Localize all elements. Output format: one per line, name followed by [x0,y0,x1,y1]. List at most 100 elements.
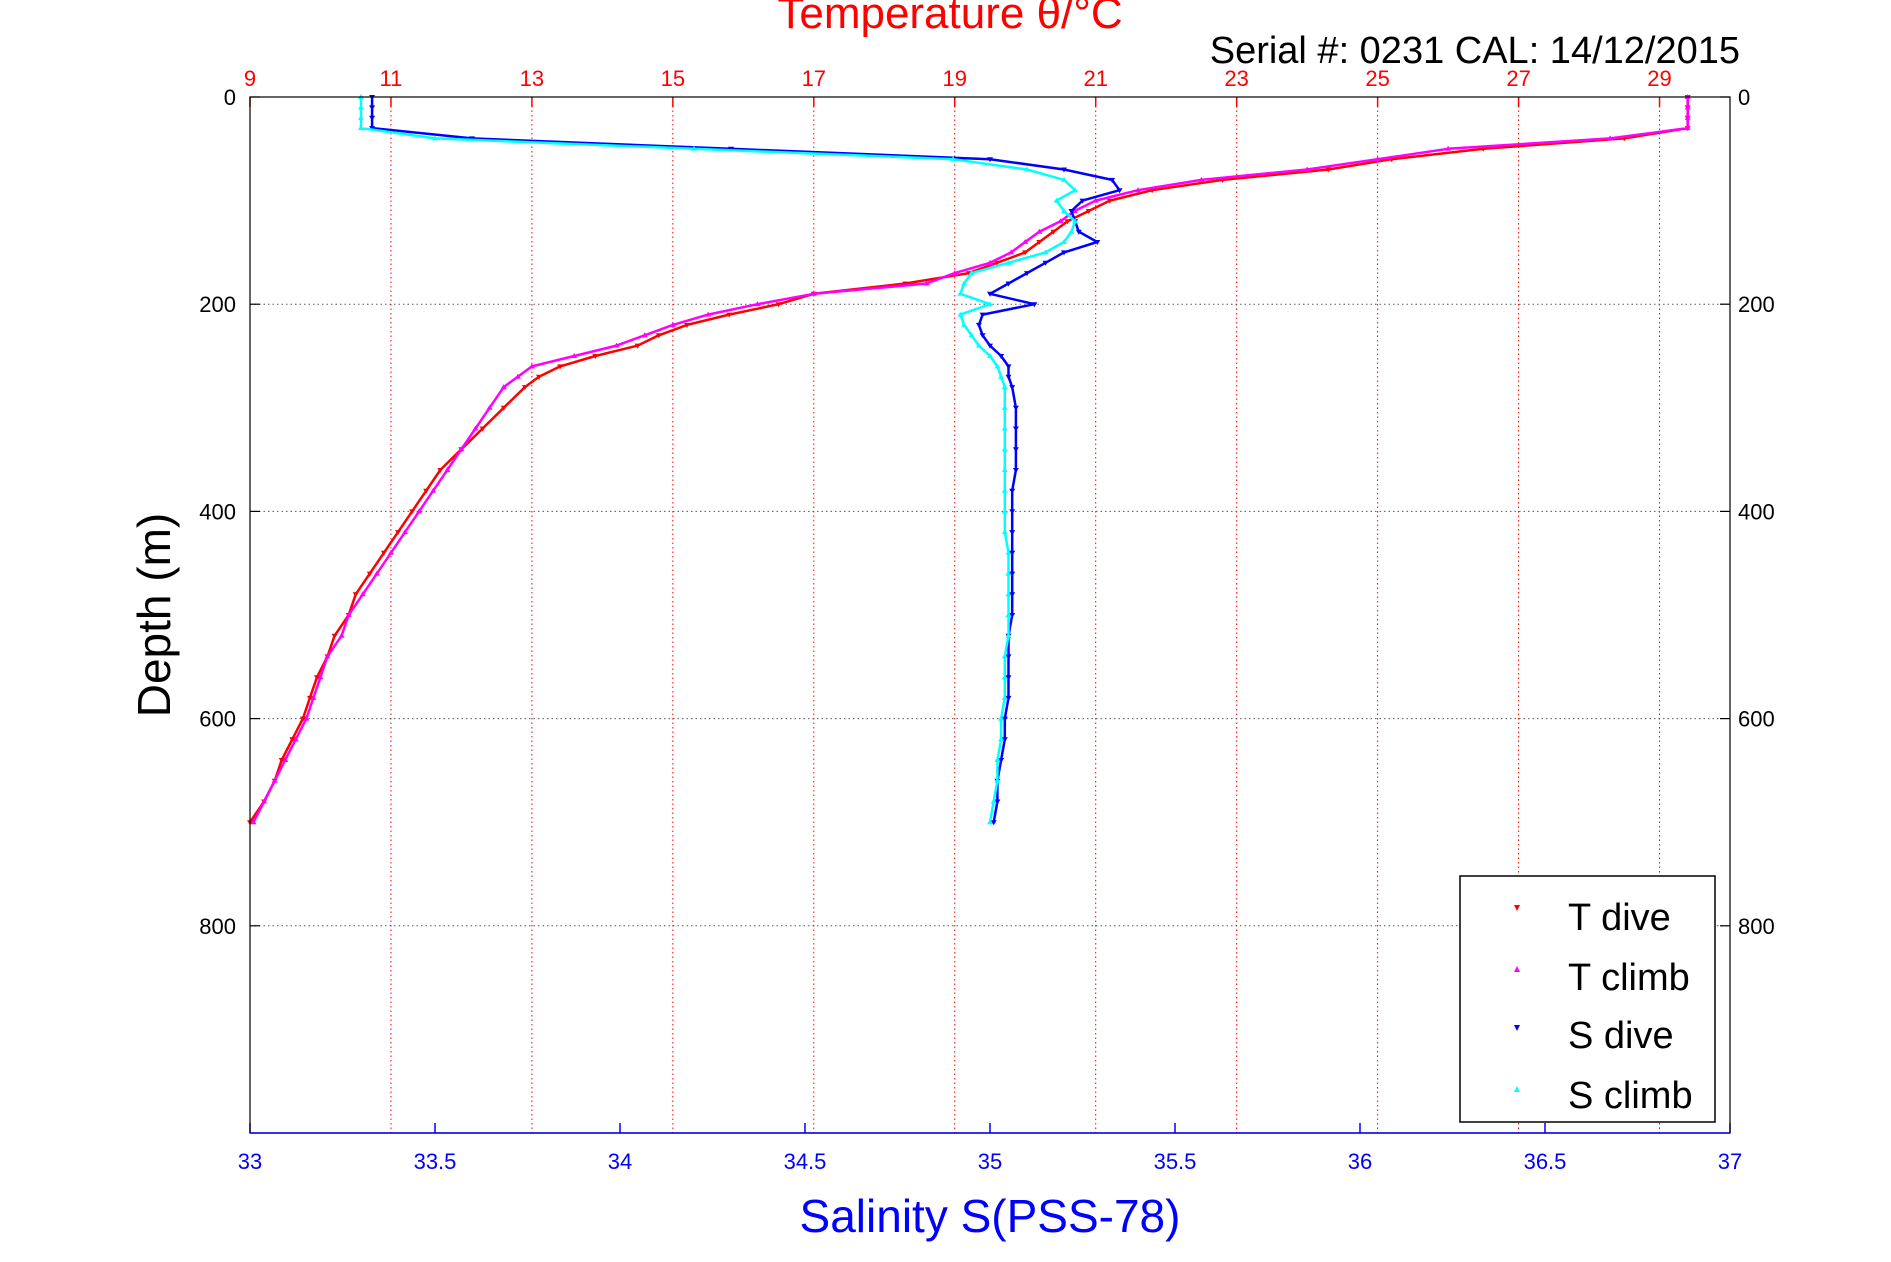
data-point [1325,167,1332,173]
data-point [1001,694,1008,700]
temperature-tick-label: 9 [244,66,256,91]
series-trace [252,97,1689,823]
data-point [987,353,993,358]
data-point [1001,404,1008,410]
data-point [1001,674,1008,680]
data-point [994,363,1001,369]
temperature-tick-label: 23 [1224,66,1248,91]
temperature-tick-label: 11 [380,66,403,91]
depth-tick-label-right: 400 [1738,499,1775,524]
data-point [472,425,479,431]
data-point [306,695,313,701]
data-point [1022,250,1029,256]
data-point [292,736,299,742]
data-point [1068,209,1075,214]
data-point [395,530,401,536]
data-point [923,280,930,286]
data-point [957,311,964,317]
temperature-tick-label: 29 [1647,66,1671,91]
data-point [1012,426,1019,432]
data-point [1001,529,1008,535]
data-point [1009,509,1016,515]
data-point [369,115,376,121]
data-point [1022,239,1029,244]
series-layer [247,94,1691,826]
legend-marker-t-climb [1514,966,1520,972]
data-point [1061,208,1067,213]
data-point [331,633,338,639]
data-point [1085,209,1092,214]
data-point [1001,467,1008,472]
data-point [1050,229,1057,235]
legend-marker-t-dive [1514,905,1520,911]
data-point [1009,385,1016,391]
data-point [951,270,958,276]
data-point [1036,240,1043,245]
series-s-climb [358,94,1079,825]
data-point [437,468,444,473]
data-point [289,737,296,743]
data-point [1005,374,1012,380]
data-point [987,157,993,163]
data-point [592,354,599,359]
data-point [1001,384,1008,390]
data-point [902,281,909,287]
data-point [1094,240,1101,245]
data-point [271,777,278,783]
data-point [486,404,493,410]
data-point [1005,632,1012,638]
temperature-tick-label: 27 [1506,66,1530,91]
legend-box [1459,875,1716,1123]
data-point [299,716,306,722]
data-point [1009,571,1016,577]
data-point [1106,198,1113,204]
data-point [1149,188,1156,194]
data-point [810,290,817,296]
data-point [303,715,310,721]
data-point [1109,177,1116,183]
data-point [479,426,486,432]
data-point [345,612,352,617]
data-point [1001,508,1008,514]
depth-tick-label: 800 [199,914,236,939]
data-point [1001,487,1008,493]
data-point [775,302,782,308]
salinity-tick-label: 34.5 [784,1149,827,1174]
data-point [1064,219,1071,225]
data-point [998,354,1005,359]
data-point [1198,176,1205,182]
data-point [1053,197,1060,203]
data-point [998,373,1005,379]
data-point [1009,488,1016,494]
data-point [1005,259,1012,265]
data-point [1001,653,1008,659]
data-point [998,715,1005,721]
data-point [1116,188,1123,194]
data-point [458,446,465,452]
data-point [1071,208,1078,213]
salinity-tick-label: 35.5 [1154,1149,1197,1174]
temperature-tick-label: 13 [520,66,544,91]
data-point [380,550,387,556]
data-point [423,488,430,494]
data-point [388,549,394,555]
salinity-tick-label: 37 [1718,1149,1742,1174]
salinity-tick-label: 34 [608,1149,632,1174]
data-point [1036,228,1043,234]
data-point [655,333,662,339]
salinity-tick-label: 36 [1348,1149,1372,1174]
data-point [358,114,364,120]
data-point [998,736,1005,742]
data-point [1057,218,1064,224]
data-point [975,322,982,328]
data-point [1092,197,1099,203]
data-point [359,591,366,597]
data-point [500,384,507,390]
depth-tick-label: 0 [224,85,236,110]
data-point [310,694,317,700]
depth-tick-label: 600 [199,707,236,732]
data-point [282,757,289,762]
data-point [705,311,712,317]
data-point [994,757,1001,762]
data-point [987,819,993,825]
